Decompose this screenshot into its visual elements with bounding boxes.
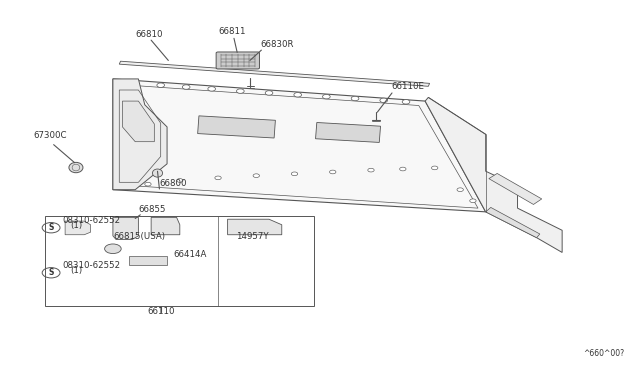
Text: 66110: 66110 [147,307,175,316]
Text: 14957Y: 14957Y [236,232,269,241]
Text: 67300C: 67300C [33,131,67,140]
Circle shape [323,94,330,99]
Circle shape [182,85,190,89]
Polygon shape [486,208,540,238]
Circle shape [104,244,121,254]
Circle shape [330,170,336,174]
Text: S: S [49,223,54,232]
Text: (1): (1) [70,221,83,230]
Polygon shape [198,116,275,138]
Circle shape [265,91,273,95]
Polygon shape [129,256,167,265]
Text: 66800: 66800 [159,179,187,188]
Text: 66810: 66810 [135,31,163,39]
Circle shape [380,98,388,103]
Circle shape [470,199,476,203]
Polygon shape [113,79,486,212]
Text: (1): (1) [70,266,83,275]
Polygon shape [122,101,154,142]
Text: 66830R: 66830R [260,41,294,49]
Circle shape [145,182,151,186]
Ellipse shape [69,162,83,173]
Circle shape [177,179,183,182]
Polygon shape [113,217,138,240]
FancyBboxPatch shape [216,52,259,69]
Circle shape [368,168,374,172]
Text: ^660^00?: ^660^00? [584,349,625,358]
Text: 66811: 66811 [218,28,246,36]
Polygon shape [65,221,91,235]
Circle shape [208,87,216,91]
Circle shape [457,188,463,192]
Polygon shape [113,79,167,190]
Polygon shape [489,173,541,205]
Circle shape [237,89,244,93]
Circle shape [253,174,259,177]
Text: 66414A: 66414A [173,250,207,259]
Ellipse shape [152,169,163,177]
Circle shape [402,100,410,104]
Text: 66855: 66855 [138,205,166,214]
Circle shape [351,96,359,101]
Text: 66110E: 66110E [392,82,424,91]
Polygon shape [228,219,282,235]
Circle shape [431,166,438,170]
Text: 66815(USA): 66815(USA) [113,232,165,241]
Circle shape [294,93,301,97]
Polygon shape [151,217,180,235]
Circle shape [215,176,221,180]
Polygon shape [316,122,381,142]
Circle shape [399,167,406,171]
Circle shape [157,83,164,87]
Polygon shape [425,97,562,253]
Text: S: S [49,268,54,277]
Polygon shape [119,61,429,86]
Text: 08310-62552: 08310-62552 [62,216,120,225]
Text: 08310-62552: 08310-62552 [62,261,120,270]
Circle shape [291,172,298,176]
